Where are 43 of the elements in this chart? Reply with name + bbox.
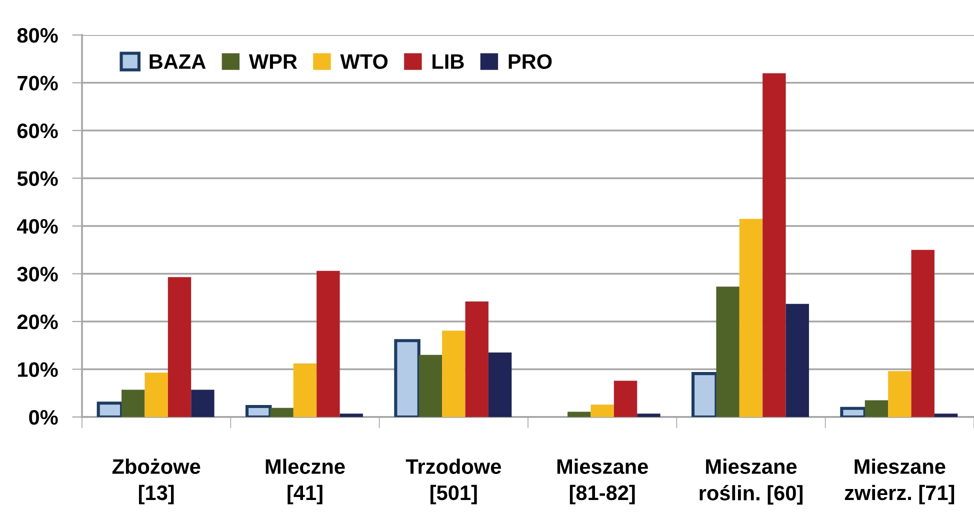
bar (637, 414, 660, 417)
bar (934, 414, 958, 417)
bar (340, 414, 363, 417)
bar (864, 400, 888, 417)
x-tick-label: Zbożowe [13] (112, 458, 200, 504)
legend-label: PRO (508, 54, 552, 69)
bar (122, 390, 145, 417)
bar (316, 270, 340, 417)
legend-label: WTO (340, 54, 388, 69)
x-tick-label: Mieszane zwierz. [71] (844, 458, 954, 504)
bar (614, 380, 638, 417)
bar (716, 286, 740, 417)
bar (739, 218, 763, 417)
y-tick-label: 10% (18, 362, 58, 378)
legend-label: LIB (432, 54, 464, 69)
y-tick-label: 50% (17, 171, 58, 186)
y-tick-label: 40% (17, 219, 58, 234)
x-tick-label: Mleczne [41] (266, 458, 345, 504)
legend-label: BAZA (150, 54, 206, 69)
bar (911, 250, 934, 417)
y-tick-label: 60% (17, 124, 58, 138)
x-tick-label: Trzodowe [501] (406, 458, 501, 504)
legend-label: WPR (248, 54, 298, 69)
bar (888, 371, 912, 417)
bar (762, 73, 786, 417)
y-tick-label: 0% (29, 410, 58, 425)
y-tick-label: 80% (17, 28, 58, 43)
y-tick-label: 30% (17, 266, 58, 282)
bar (144, 372, 168, 417)
bar (568, 412, 591, 417)
x-tick-label: Mieszane roślin. [60] (700, 458, 803, 505)
bar (488, 352, 512, 417)
bar (418, 354, 442, 417)
bar (590, 404, 614, 417)
bar (786, 304, 809, 417)
bar (168, 277, 192, 417)
y-tick-label: 20% (17, 314, 58, 330)
y-tick-label: 70% (18, 76, 58, 91)
bar (465, 301, 488, 417)
x-tick-label: Mieszane [81-82] (557, 458, 648, 504)
bar (191, 390, 214, 417)
bar (442, 330, 466, 417)
bar (293, 364, 317, 417)
